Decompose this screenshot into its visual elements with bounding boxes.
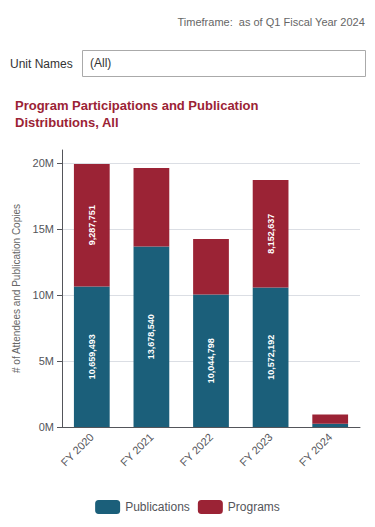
svg-text:Distributions, All: Distributions, All xyxy=(15,115,119,130)
svg-text:(All): (All) xyxy=(90,56,111,70)
svg-text:# of Attendees and Publication: # of Attendees and Publication Copies xyxy=(11,204,22,373)
svg-text:10M: 10M xyxy=(33,289,54,301)
svg-text:9,287,751: 9,287,751 xyxy=(87,205,97,245)
svg-text:20M: 20M xyxy=(33,157,54,169)
svg-text:Timeframe: as of Q1 Fiscal Ye: Timeframe: as of Q1 Fiscal Year 2024 xyxy=(178,16,365,28)
svg-text:FY 2021: FY 2021 xyxy=(118,431,156,469)
svg-text:0M: 0M xyxy=(39,421,54,433)
svg-text:8,152,637: 8,152,637 xyxy=(266,214,276,254)
svg-text:13,678,540: 13,678,540 xyxy=(146,314,156,359)
svg-text:Program Participations and Pub: Program Participations and Publication xyxy=(15,98,258,113)
svg-text:FY 2022: FY 2022 xyxy=(178,431,216,469)
svg-text:Unit Names: Unit Names xyxy=(10,57,73,71)
svg-text:Publications: Publications xyxy=(125,500,190,514)
svg-text:10,572,192: 10,572,192 xyxy=(266,335,276,380)
svg-text:10,659,493: 10,659,493 xyxy=(87,334,97,379)
svg-text:FY 2020: FY 2020 xyxy=(58,431,96,469)
svg-text:5M: 5M xyxy=(39,355,54,367)
svg-text:Programs: Programs xyxy=(228,500,280,514)
svg-text:FY 2023: FY 2023 xyxy=(237,431,275,469)
svg-text:FY 2024: FY 2024 xyxy=(297,431,335,469)
svg-text:10,044,798: 10,044,798 xyxy=(206,338,216,383)
svg-text:15M: 15M xyxy=(33,223,54,235)
